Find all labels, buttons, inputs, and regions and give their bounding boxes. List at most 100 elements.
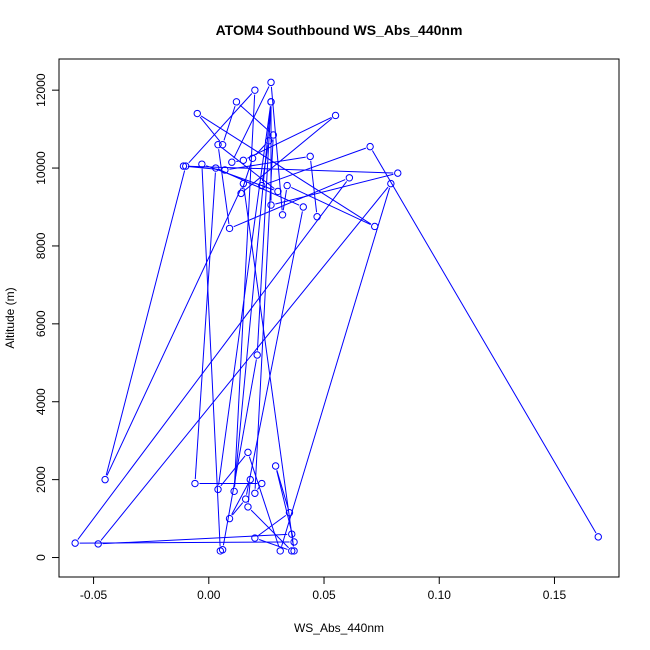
data-point xyxy=(265,137,273,145)
series-line-segment xyxy=(247,116,332,159)
x-tick-label: 0.05 xyxy=(312,588,336,602)
data-point xyxy=(306,152,314,161)
data-point xyxy=(288,530,296,538)
data-point xyxy=(237,189,245,198)
series-line-segment xyxy=(233,179,346,228)
series-line-segment xyxy=(102,533,288,545)
series-layer xyxy=(71,78,602,555)
data-point xyxy=(232,98,241,106)
series-line-segment xyxy=(291,187,371,226)
y-tick-label: 2000 xyxy=(34,466,48,493)
series-line-segment xyxy=(250,509,289,549)
data-point xyxy=(267,201,275,209)
chart-title: ATOM4 Southbound WS_Abs_440nm xyxy=(216,22,463,38)
data-point xyxy=(594,533,602,541)
series-line-segment xyxy=(229,156,306,170)
data-point xyxy=(241,495,250,503)
data-point xyxy=(366,142,374,151)
series-line-segment xyxy=(220,455,246,487)
data-point xyxy=(267,78,275,87)
data-point xyxy=(285,509,294,517)
data-point xyxy=(191,479,199,488)
series-line-segment xyxy=(188,93,253,164)
data-point xyxy=(290,538,298,546)
data-point xyxy=(371,222,379,231)
data-point xyxy=(313,213,321,221)
series-line-segment xyxy=(246,211,303,495)
data-point xyxy=(345,174,354,182)
x-tick-label: -0.05 xyxy=(80,588,108,602)
series-line-segment xyxy=(77,181,348,540)
data-point xyxy=(221,166,229,174)
series-line-segment xyxy=(310,160,318,213)
data-point xyxy=(244,503,252,511)
data-point xyxy=(258,181,266,190)
series-line-segment xyxy=(222,359,257,546)
data-point xyxy=(218,140,227,149)
data-point xyxy=(94,540,102,548)
series-line-segment xyxy=(105,170,186,476)
data-point xyxy=(246,475,254,484)
series-line-segment xyxy=(239,104,271,133)
y-tick-label: 8000 xyxy=(34,232,48,259)
data-point xyxy=(299,203,307,211)
series-line-segment xyxy=(218,149,230,225)
data-point xyxy=(198,160,206,168)
series-line-segment xyxy=(254,139,274,489)
series-line-segment xyxy=(248,456,280,547)
x-axis-label: WS_Abs_440nm xyxy=(294,621,384,635)
y-tick-label: 12000 xyxy=(34,73,48,107)
series-line-segment xyxy=(282,189,287,211)
series-line-segment xyxy=(275,173,394,205)
data-point xyxy=(290,547,298,555)
x-tick-label: 0.00 xyxy=(197,588,221,602)
series-line-segment xyxy=(234,106,272,487)
data-point xyxy=(253,351,261,359)
y-tick-label: 0 xyxy=(34,554,48,561)
data-point xyxy=(244,448,252,457)
data-point xyxy=(283,181,291,190)
x-tick-label: 0.10 xyxy=(428,588,452,602)
series-line-segment xyxy=(281,187,391,547)
series-line-segment xyxy=(243,188,294,547)
series-line-segment xyxy=(201,168,221,547)
y-tick-label: 6000 xyxy=(34,310,48,337)
data-point xyxy=(179,162,188,170)
data-point xyxy=(278,211,287,219)
data-point xyxy=(288,547,296,555)
series-line-segment xyxy=(257,486,260,490)
y-tick-label: 4000 xyxy=(34,388,48,415)
data-point xyxy=(225,514,234,523)
data-point xyxy=(251,489,259,497)
y-tick-label: 10000 xyxy=(34,151,48,185)
series-line-segment xyxy=(241,162,252,190)
series-line-segment xyxy=(258,539,288,550)
data-point xyxy=(239,179,248,188)
data-point xyxy=(239,156,248,164)
series-line-segment xyxy=(194,172,216,480)
data-point xyxy=(331,111,340,120)
data-point xyxy=(248,154,257,163)
data-point xyxy=(230,487,238,496)
series-line-segment xyxy=(244,117,333,191)
x-axis: -0.05 0.00 0.05 0.10 0.15 xyxy=(80,576,566,602)
data-point xyxy=(267,98,275,106)
data-point xyxy=(251,534,259,542)
data-point xyxy=(271,462,280,470)
data-point xyxy=(214,140,222,149)
series-line-segment xyxy=(187,165,394,174)
y-axis: 0 2000 4000 6000 8000 10000 12000 xyxy=(34,73,60,561)
data-point xyxy=(269,131,278,139)
data-point xyxy=(225,224,234,233)
series-line-segment xyxy=(256,106,272,351)
data-point xyxy=(258,479,266,488)
data-point xyxy=(101,475,109,484)
y-axis-label: Altitude (m) xyxy=(3,287,17,348)
data-point xyxy=(276,547,284,555)
data-point xyxy=(182,162,190,170)
series-line-segment xyxy=(200,115,372,225)
data-point xyxy=(228,158,236,166)
series-line-segment xyxy=(232,502,244,516)
series-line-segment xyxy=(187,166,221,171)
